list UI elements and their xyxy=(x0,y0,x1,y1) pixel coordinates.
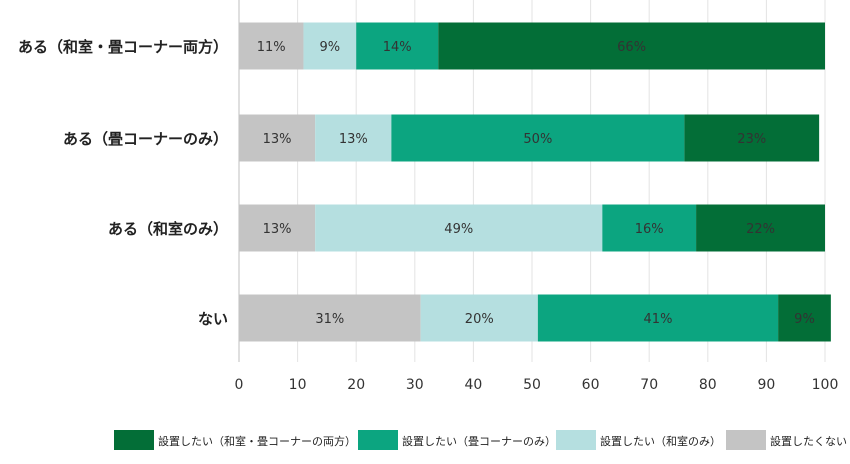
y-category-label: ある（和室のみ） xyxy=(108,220,228,238)
legend-label: 設置したい（畳コーナーのみ） xyxy=(402,434,556,448)
bar-segment xyxy=(303,22,357,70)
x-tick-label: 0 xyxy=(235,377,244,393)
legend-label: 設置したくない xyxy=(770,434,847,448)
bar-segment xyxy=(239,22,304,70)
bar-segment xyxy=(356,22,439,70)
data-label: 49% xyxy=(444,222,473,237)
legend-label: 設置したい（和室・畳コーナーの両方） xyxy=(158,434,356,448)
x-tick-label: 90 xyxy=(757,377,775,393)
data-label: 23% xyxy=(737,132,766,147)
legend-swatch xyxy=(556,430,596,450)
bar-segment xyxy=(537,294,779,342)
bar-segment xyxy=(602,204,697,252)
bar-segment xyxy=(239,294,421,342)
bar-segment xyxy=(684,114,820,162)
x-tick-label: 10 xyxy=(289,377,307,393)
x-tick-label: 30 xyxy=(406,377,424,393)
y-category-label: ある（和室・畳コーナー両方） xyxy=(18,38,228,56)
data-label: 14% xyxy=(383,40,412,55)
data-label: 11% xyxy=(257,40,286,55)
x-tick-label: 20 xyxy=(347,377,365,393)
legend-swatch xyxy=(358,430,398,450)
bar-segment xyxy=(696,204,825,252)
bar-segment xyxy=(391,114,685,162)
y-category-label: ある（畳コーナーのみ） xyxy=(63,130,228,148)
data-label: 50% xyxy=(523,132,552,147)
x-tick-label: 40 xyxy=(464,377,482,393)
bar-segment xyxy=(315,114,392,162)
data-label: 20% xyxy=(465,312,494,327)
legend-swatch xyxy=(114,430,154,450)
bar-segment xyxy=(239,114,316,162)
x-tick-label: 80 xyxy=(699,377,717,393)
data-label: 9% xyxy=(320,40,341,55)
data-label: 16% xyxy=(635,222,664,237)
bar-segment xyxy=(438,22,825,70)
bar-segment xyxy=(315,204,603,252)
data-label: 13% xyxy=(263,222,292,237)
legend-swatch xyxy=(726,430,766,450)
data-label: 31% xyxy=(315,312,344,327)
data-label: 22% xyxy=(746,222,775,237)
x-tick-label: 70 xyxy=(640,377,658,393)
bar-segment xyxy=(778,294,831,342)
legend-label: 設置したい（和室のみ） xyxy=(600,434,721,448)
bar-segment xyxy=(239,204,316,252)
x-tick-label: 50 xyxy=(523,377,541,393)
x-tick-label: 60 xyxy=(582,377,600,393)
x-tick-label: 100 xyxy=(812,377,839,393)
data-label: 9% xyxy=(794,312,815,327)
data-label: 13% xyxy=(339,132,368,147)
bar-segment xyxy=(420,294,538,342)
y-category-label: ない xyxy=(198,310,228,328)
data-label: 41% xyxy=(644,312,673,327)
data-label: 66% xyxy=(617,40,646,55)
data-label: 13% xyxy=(263,132,292,147)
